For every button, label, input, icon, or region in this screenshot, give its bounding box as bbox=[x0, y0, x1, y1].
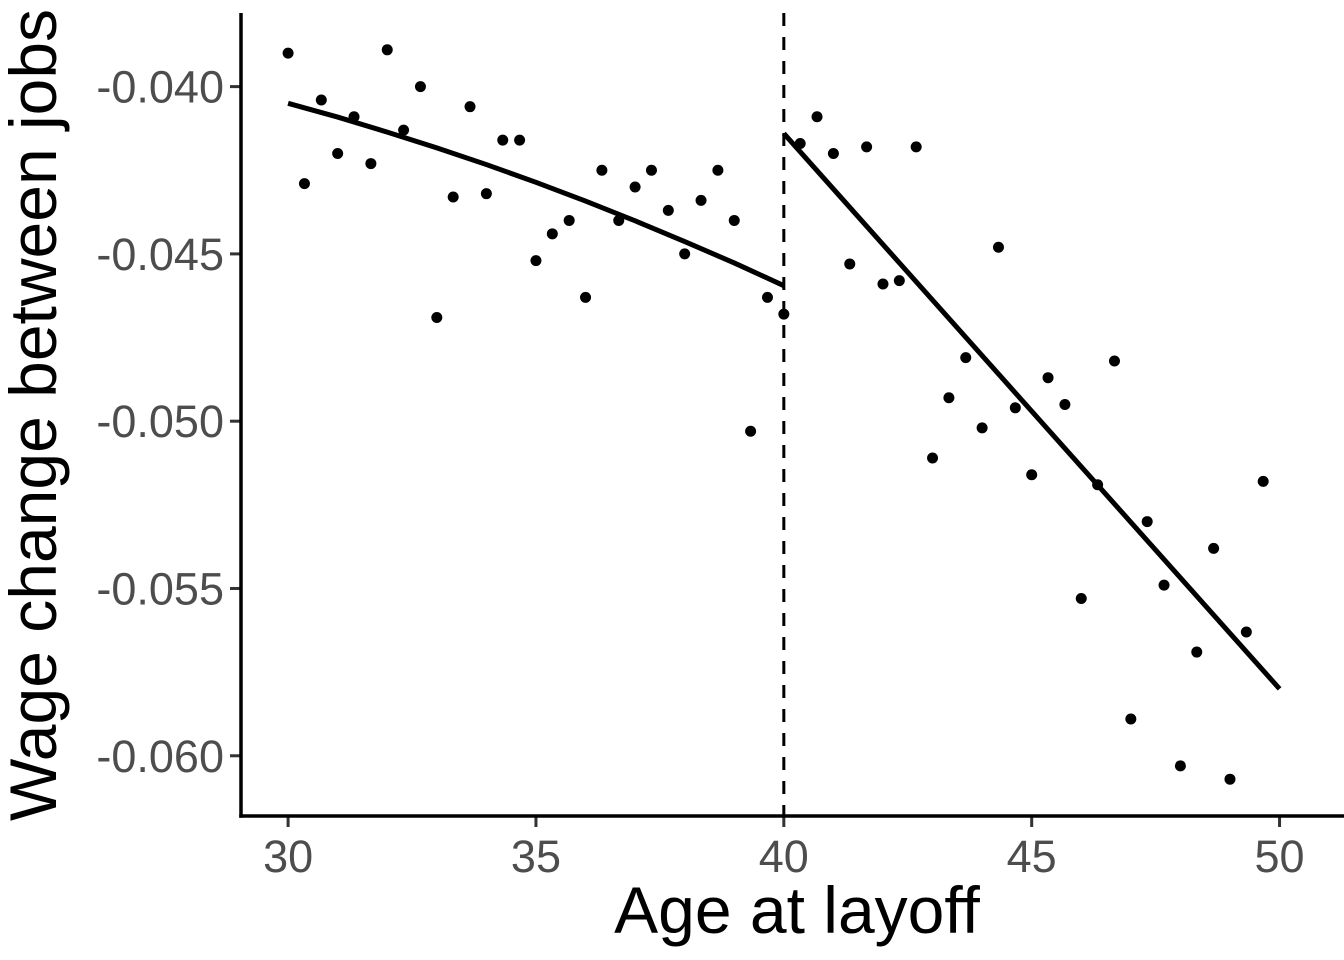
data-point bbox=[645, 164, 657, 176]
data-point bbox=[431, 311, 443, 323]
data-point bbox=[960, 352, 972, 364]
data-point bbox=[976, 422, 988, 434]
y-tick-label: -0.050 bbox=[96, 396, 224, 447]
data-point bbox=[315, 94, 327, 106]
y-axis-title: Wage change between jobs bbox=[0, 9, 70, 821]
data-point bbox=[992, 241, 1004, 253]
x-tick-label: 40 bbox=[759, 831, 809, 882]
fit-line-right bbox=[781, 131, 1282, 691]
data-point bbox=[861, 141, 873, 153]
data-point bbox=[745, 425, 757, 437]
data-point bbox=[480, 188, 492, 200]
data-point bbox=[414, 81, 426, 93]
data-point bbox=[893, 275, 905, 287]
data-point bbox=[827, 148, 839, 160]
y-tick-label: -0.040 bbox=[96, 62, 224, 113]
data-point bbox=[1009, 402, 1021, 414]
x-tick-label: 30 bbox=[263, 831, 313, 882]
data-point bbox=[927, 452, 939, 464]
x-axis-title: Age at layoff bbox=[614, 873, 980, 947]
data-point bbox=[877, 278, 889, 290]
data-point bbox=[1075, 593, 1087, 605]
data-point bbox=[1141, 516, 1153, 528]
data-point bbox=[398, 124, 410, 136]
data-point bbox=[712, 164, 724, 176]
data-point bbox=[596, 164, 608, 176]
data-point bbox=[546, 228, 558, 240]
data-point bbox=[943, 392, 955, 404]
data-point bbox=[464, 101, 476, 113]
data-point bbox=[778, 308, 790, 320]
data-point bbox=[1191, 646, 1203, 658]
data-point bbox=[1158, 579, 1170, 591]
data-point bbox=[1240, 626, 1252, 638]
data-point bbox=[695, 194, 707, 206]
data-point bbox=[447, 191, 459, 203]
data-point bbox=[1042, 372, 1054, 384]
data-point bbox=[662, 204, 674, 216]
data-point bbox=[761, 291, 773, 303]
data-point bbox=[811, 111, 823, 123]
data-point bbox=[910, 141, 922, 153]
data-point bbox=[844, 258, 856, 270]
x-tick-label: 50 bbox=[1255, 831, 1305, 882]
data-point bbox=[365, 158, 377, 170]
data-point bbox=[298, 178, 310, 190]
data-point bbox=[1224, 773, 1236, 785]
data-point bbox=[1125, 713, 1137, 725]
fit-line-left bbox=[287, 100, 785, 288]
x-tick-label: 45 bbox=[1007, 831, 1057, 882]
data-point bbox=[497, 134, 509, 146]
data-point bbox=[1208, 542, 1220, 554]
data-point bbox=[629, 181, 641, 193]
data-point bbox=[1257, 475, 1269, 487]
y-tick-label: -0.055 bbox=[96, 563, 224, 614]
data-point bbox=[282, 47, 294, 59]
data-point bbox=[514, 134, 526, 146]
data-point bbox=[1174, 760, 1186, 772]
data-point bbox=[728, 214, 740, 226]
data-point bbox=[1026, 469, 1038, 481]
y-tick-label: -0.060 bbox=[96, 731, 224, 782]
x-tick-label: 35 bbox=[511, 831, 561, 882]
data-point bbox=[381, 44, 393, 56]
data-point bbox=[1059, 398, 1071, 410]
data-point bbox=[1108, 355, 1120, 367]
data-point bbox=[679, 248, 691, 260]
data-point bbox=[332, 148, 344, 160]
data-point bbox=[580, 291, 592, 303]
data-point bbox=[530, 255, 542, 267]
data-point bbox=[563, 214, 575, 226]
y-tick-label: -0.045 bbox=[96, 229, 224, 280]
